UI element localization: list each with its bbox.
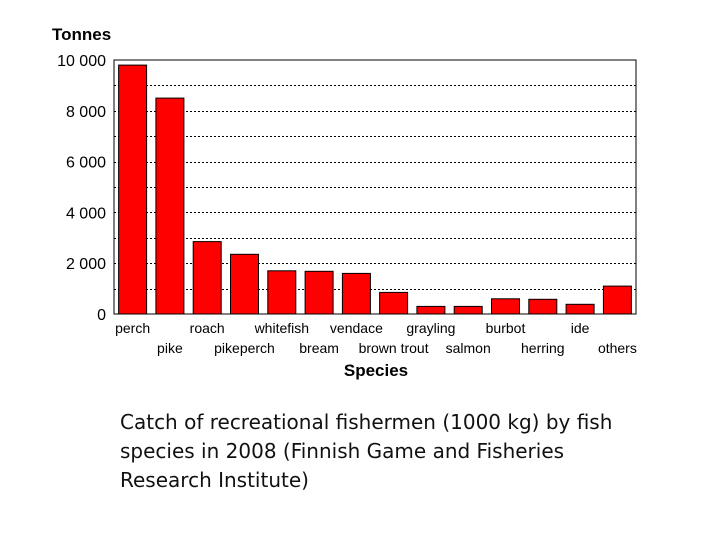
bar-others (602, 285, 632, 315)
bar-brown-trout (379, 291, 409, 315)
x-tick-label: others (598, 340, 637, 356)
bar-perch (118, 64, 148, 315)
bar-chart: 0 2 000 4 000 6 000 8 000 10 000 perch pikeroa… (52, 25, 637, 380)
x-tick-label: ide (571, 320, 590, 336)
y-tick-label: 6 000 (66, 155, 106, 172)
x-tick-label: bream (299, 340, 339, 356)
y-tick-label: 10 000 (57, 53, 106, 70)
x-tick-label: burbot (486, 320, 526, 336)
bar-herring (528, 298, 558, 315)
bar-grayling (416, 305, 446, 315)
x-tick-label: pike (157, 340, 183, 356)
plot-frame (113, 59, 637, 315)
x-tick-label: brown trout (359, 340, 429, 356)
x-tick-label: perch (115, 320, 150, 336)
y-tick-label: 2 000 (66, 256, 106, 273)
bar-vendace (341, 272, 371, 315)
y-axis-label: Tonnes (52, 25, 111, 44)
bar-salmon (453, 305, 483, 315)
y-axis-ticks: 0 2 000 4 000 6 000 8 000 10 000 (57, 53, 106, 324)
bar-roach (192, 241, 222, 315)
y-tick-label: 0 (97, 307, 106, 324)
bar-burbot (491, 298, 520, 315)
bar-pikeperch (230, 253, 259, 315)
grid-lines (114, 85, 636, 290)
x-tick-label: whitefish (254, 320, 309, 336)
bar-bream (304, 270, 334, 315)
x-axis-tick-labels: perch pike roach pikeperch whitefish bream ven… (115, 320, 637, 356)
x-tick-label: roach (190, 320, 225, 336)
x-tick-label: vendace (330, 320, 383, 336)
figure-caption: Catch of recreational fishermen (1000 kg… (120, 410, 613, 492)
bar-pike (155, 97, 185, 315)
y-tick-label: 4 000 (66, 205, 106, 222)
y-tick-label: 8 000 (66, 104, 106, 121)
x-tick-label: salmon (446, 340, 491, 356)
x-tick-label: pikeperch (214, 340, 275, 356)
bar-whitefish (267, 270, 297, 315)
x-axis-label: Species (344, 361, 408, 380)
bar-ide (565, 303, 595, 315)
x-tick-label: herring (521, 340, 565, 356)
x-tick-label: grayling (406, 320, 455, 336)
bars (118, 64, 632, 315)
